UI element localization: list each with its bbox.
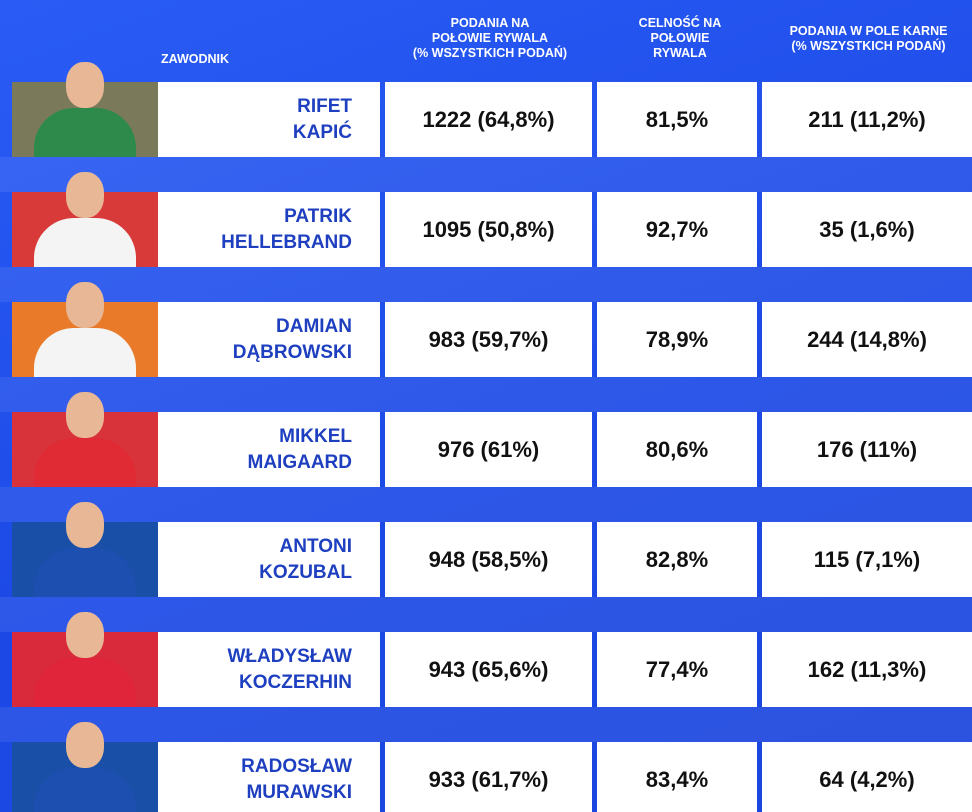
player-photo — [12, 610, 158, 707]
player-name: MIKKEL MAIGAARD — [158, 412, 380, 487]
row-stripe — [0, 267, 972, 302]
player-photo — [12, 500, 158, 597]
player-photo — [12, 390, 158, 487]
row-stripe — [0, 597, 972, 632]
box-passes: 64 (4,2%) — [762, 742, 972, 812]
player-photo — [12, 720, 158, 812]
passes: 983 (59,7%) — [385, 302, 592, 377]
row-stripe — [0, 707, 972, 742]
header-col1: PODANIA NA POŁOWIE RYWALA (% WSZYSTKICH PO… — [385, 16, 595, 61]
accuracy: 78,9% — [597, 302, 757, 377]
photo-head — [66, 392, 104, 438]
header-line: POŁOWIE — [650, 31, 710, 45]
name-line: WŁADYSŁAW — [227, 645, 352, 667]
box-passes: 162 (11,3%) — [762, 632, 972, 707]
name-line: KOZUBAL — [259, 561, 352, 583]
photo-shirt — [34, 108, 136, 157]
passes: 1095 (50,8%) — [385, 192, 592, 267]
header-line: (% WSZYSTKICH PODAŃ) — [791, 39, 946, 53]
header-col3: PODANIA W POLE KARNE (% WSZYSTKICH PODAŃ) — [765, 24, 972, 54]
header-line: CELNOŚĆ NA — [638, 16, 722, 30]
photo-shirt — [34, 328, 136, 377]
header-player: ZAWODNIK — [160, 52, 230, 66]
name-line: MURAWSKI — [246, 781, 352, 803]
photo-head — [66, 722, 104, 768]
header-line: POŁOWIE RYWALA — [431, 31, 549, 45]
photo-shirt — [34, 768, 136, 812]
passes: 933 (61,7%) — [385, 742, 592, 812]
player-name: ANTONI KOZUBAL — [158, 522, 380, 597]
accuracy: 83,4% — [597, 742, 757, 812]
photo-head — [66, 282, 104, 328]
name-line: RADOSŁAW — [241, 755, 352, 777]
row-stripe — [0, 157, 972, 192]
accuracy: 92,7% — [597, 192, 757, 267]
name-line: KAPIĆ — [292, 121, 352, 143]
photo-shirt — [34, 548, 136, 597]
player-photo — [12, 280, 158, 377]
player-name: WŁADYSŁAW KOCZERHIN — [158, 632, 380, 707]
player-name: DAMIAN DĄBROWSKI — [158, 302, 380, 377]
row-stripe — [0, 487, 972, 522]
photo-shirt — [34, 218, 136, 267]
photo-head — [66, 502, 104, 548]
photo-shirt — [34, 438, 136, 487]
photo-head — [66, 62, 104, 108]
header-line: RYWALA — [653, 46, 707, 60]
player-photo — [12, 60, 158, 157]
name-line: KOCZERHIN — [239, 671, 352, 693]
name-line: MIKKEL — [279, 425, 352, 447]
box-passes: 176 (11%) — [762, 412, 972, 487]
passes: 943 (65,6%) — [385, 632, 592, 707]
box-passes: 244 (14,8%) — [762, 302, 972, 377]
photo-head — [66, 172, 104, 218]
box-passes: 35 (1,6%) — [762, 192, 972, 267]
photo-head — [66, 612, 104, 658]
player-name: RADOSŁAW MURAWSKI — [158, 742, 380, 812]
header-line: PODANIA NA — [450, 16, 530, 30]
photo-shirt — [34, 658, 136, 707]
box-passes: 115 (7,1%) — [762, 522, 972, 597]
passes: 976 (61%) — [385, 412, 592, 487]
player-name: RIFET KAPIĆ — [158, 82, 380, 157]
accuracy: 82,8% — [597, 522, 757, 597]
row-stripe — [0, 377, 972, 412]
box-passes: 211 (11,2%) — [762, 82, 972, 157]
accuracy: 80,6% — [597, 412, 757, 487]
name-line: ANTONI — [279, 535, 352, 557]
header-line: PODANIA W POLE KARNE — [789, 24, 948, 38]
accuracy: 81,5% — [597, 82, 757, 157]
header-col2: CELNOŚĆ NA POŁOWIE RYWALA — [600, 16, 760, 61]
name-line: PATRIK — [284, 205, 352, 227]
passes: 948 (58,5%) — [385, 522, 592, 597]
accuracy: 77,4% — [597, 632, 757, 707]
name-line: RIFET — [297, 95, 352, 117]
name-line: MAIGAARD — [247, 451, 353, 473]
name-line: DAMIAN — [276, 315, 352, 337]
player-name: PATRIK HELLEBRAND — [158, 192, 380, 267]
player-photo — [12, 170, 158, 267]
passes: 1222 (64,8%) — [385, 82, 592, 157]
name-line: DĄBROWSKI — [232, 341, 352, 363]
name-line: HELLEBRAND — [221, 231, 352, 253]
header-line: (% WSZYSTKICH PODAŃ) — [412, 46, 568, 60]
